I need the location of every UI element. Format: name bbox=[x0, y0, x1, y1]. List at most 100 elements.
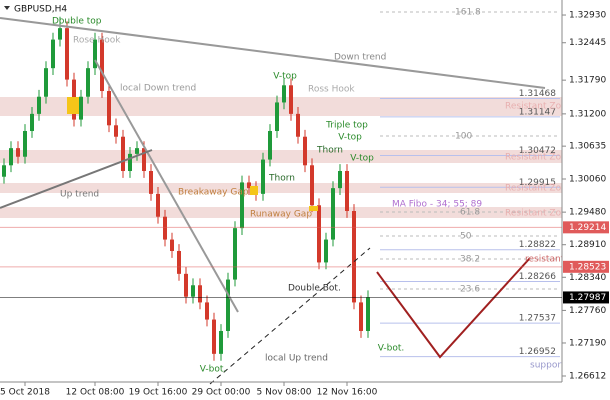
candle-body bbox=[198, 285, 202, 303]
annotation: resistant bbox=[525, 255, 565, 265]
candle-body bbox=[191, 285, 195, 297]
candle-body bbox=[268, 131, 272, 160]
annotation: Runaway Gap bbox=[250, 210, 312, 220]
candle-body bbox=[247, 182, 251, 189]
candle-body bbox=[30, 113, 34, 132]
annotation: Breakaway Gap bbox=[178, 188, 249, 198]
candle-body bbox=[219, 330, 223, 354]
annotation: local Up trend bbox=[265, 354, 328, 364]
resistant-zone bbox=[0, 207, 562, 218]
x-tick-label: 29 Oct 00:00 bbox=[192, 388, 251, 398]
annotation: 100 bbox=[455, 132, 472, 142]
annotation: 50 bbox=[460, 232, 472, 242]
candle-body bbox=[338, 171, 342, 189]
levels: 1.31468 1.31147 1.30472 1.29915 1.28822 1.282… bbox=[380, 89, 560, 358]
local-up-trend-line bbox=[209, 247, 371, 385]
candle-body bbox=[303, 136, 307, 166]
price-label: 1.29214 bbox=[569, 223, 606, 233]
candle-body bbox=[23, 131, 27, 157]
candle-body bbox=[65, 28, 69, 80]
candle-body bbox=[93, 39, 97, 69]
candle-body bbox=[44, 68, 48, 97]
price-label-box bbox=[563, 291, 609, 304]
x-tick-label: 12 Oct 08:00 bbox=[66, 388, 125, 398]
annotations: Double top Rose Hook local Down trend Down … bbox=[52, 8, 573, 375]
gap-box bbox=[250, 186, 258, 195]
price-label-box bbox=[563, 260, 609, 273]
annotation: 61.8 bbox=[460, 208, 480, 218]
candle-body bbox=[121, 136, 125, 172]
gap-box bbox=[309, 206, 318, 211]
candle-body bbox=[37, 96, 41, 114]
y-tick-label: 1.31790 bbox=[569, 76, 606, 86]
level-label: 1.27537 bbox=[519, 314, 556, 324]
candle-body bbox=[345, 171, 349, 211]
candle-body bbox=[261, 159, 265, 194]
candle-body bbox=[240, 182, 244, 229]
annotation: V-bot. bbox=[378, 344, 405, 354]
level-label: 1.30472 bbox=[519, 146, 556, 156]
x-tick-label: 5 Oct 2018 bbox=[0, 388, 50, 398]
up-trend-line bbox=[0, 149, 153, 209]
candle-body bbox=[114, 125, 118, 137]
y-tick-label: 1.30635 bbox=[569, 142, 606, 152]
candle-body bbox=[142, 148, 146, 172]
y-tick-label: 1.28910 bbox=[569, 240, 606, 250]
candle-body bbox=[149, 171, 153, 194]
candle-body bbox=[296, 113, 300, 137]
axis-panel bbox=[562, 0, 610, 400]
candle-body bbox=[205, 302, 209, 320]
level-label: 1.26952 bbox=[519, 347, 556, 357]
annotation: Resistant Zone bbox=[505, 102, 573, 112]
annotation: Up trend bbox=[60, 190, 99, 200]
candle-body bbox=[366, 297, 370, 331]
candle-body bbox=[128, 153, 132, 172]
x-tick-label: 19 Oct 16:00 bbox=[129, 388, 188, 398]
y-tick-label: 1.27190 bbox=[569, 338, 606, 348]
annotation: Double top bbox=[52, 17, 102, 27]
annotation: 38.2 bbox=[460, 255, 480, 265]
resistant-zone bbox=[0, 150, 562, 163]
level-label: 1.28822 bbox=[519, 240, 556, 250]
candle-body bbox=[233, 228, 237, 280]
candle-body bbox=[317, 205, 321, 263]
candle-body bbox=[212, 319, 216, 354]
drawings bbox=[0, 17, 546, 385]
y-tick-label: 1.30060 bbox=[569, 175, 606, 185]
candle-body bbox=[163, 216, 167, 240]
y-tick-label: 1.32930 bbox=[569, 11, 606, 21]
resistant-zone bbox=[0, 183, 562, 193]
y-tick-label: 1.29480 bbox=[569, 208, 606, 218]
annotation: support bbox=[530, 361, 565, 371]
annotation: Rose Hook bbox=[73, 36, 121, 46]
annotation: Double Bot. bbox=[288, 284, 341, 294]
candle-body bbox=[9, 148, 13, 166]
price-label-box bbox=[563, 221, 609, 234]
candle-body bbox=[324, 239, 328, 263]
annotation: 161.8 bbox=[455, 8, 481, 18]
candle-body bbox=[58, 28, 62, 40]
candle-body bbox=[275, 102, 279, 132]
annotation: Resistant Zone bbox=[505, 184, 573, 194]
down-trend-line bbox=[0, 17, 546, 89]
candle-body bbox=[184, 273, 188, 297]
resistant-zone bbox=[0, 97, 562, 116]
candle-body bbox=[282, 85, 286, 103]
menu-arrow[interactable] bbox=[4, 6, 10, 10]
candle-body bbox=[51, 39, 55, 69]
candle-body bbox=[2, 165, 6, 177]
zones bbox=[0, 97, 562, 218]
annotation: V-bot. bbox=[200, 365, 227, 375]
candle-body bbox=[156, 193, 160, 217]
y-tick-label: 1.26612 bbox=[569, 372, 606, 382]
candle-body bbox=[310, 165, 314, 206]
candle-body bbox=[289, 85, 293, 114]
candle-body bbox=[352, 210, 356, 303]
y-tick-label: 1.32445 bbox=[569, 38, 606, 48]
candle-body bbox=[100, 39, 104, 92]
level-label: 1.31468 bbox=[519, 89, 556, 99]
candle-body bbox=[177, 250, 181, 274]
candle-body bbox=[226, 279, 230, 331]
candle-body bbox=[86, 68, 90, 97]
